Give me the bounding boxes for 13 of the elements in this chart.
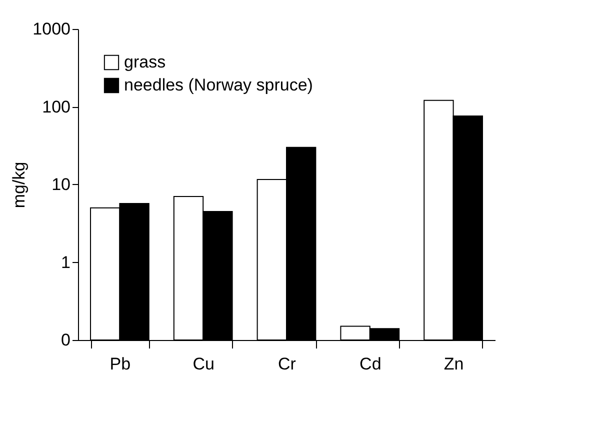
x-tick-label: Cr [278, 354, 296, 374]
x-tick-label: Pb [110, 354, 131, 374]
y-tick-label: 0 [61, 330, 70, 350]
legend-label: needles (Norway spruce) [124, 76, 313, 94]
y-tick-label: 100 [42, 97, 70, 116]
y-axis-title: mg/kg [10, 162, 29, 208]
y-tick-label: 1 [61, 252, 70, 272]
y-tick-label: 1000 [32, 20, 70, 38]
x-tick-label: Cu [192, 354, 214, 374]
legend-label: grass [124, 52, 166, 72]
x-tick-label: Zn [444, 354, 464, 374]
y-tick-label: 10 [52, 175, 70, 194]
x-tick-label: Cd [360, 354, 382, 374]
